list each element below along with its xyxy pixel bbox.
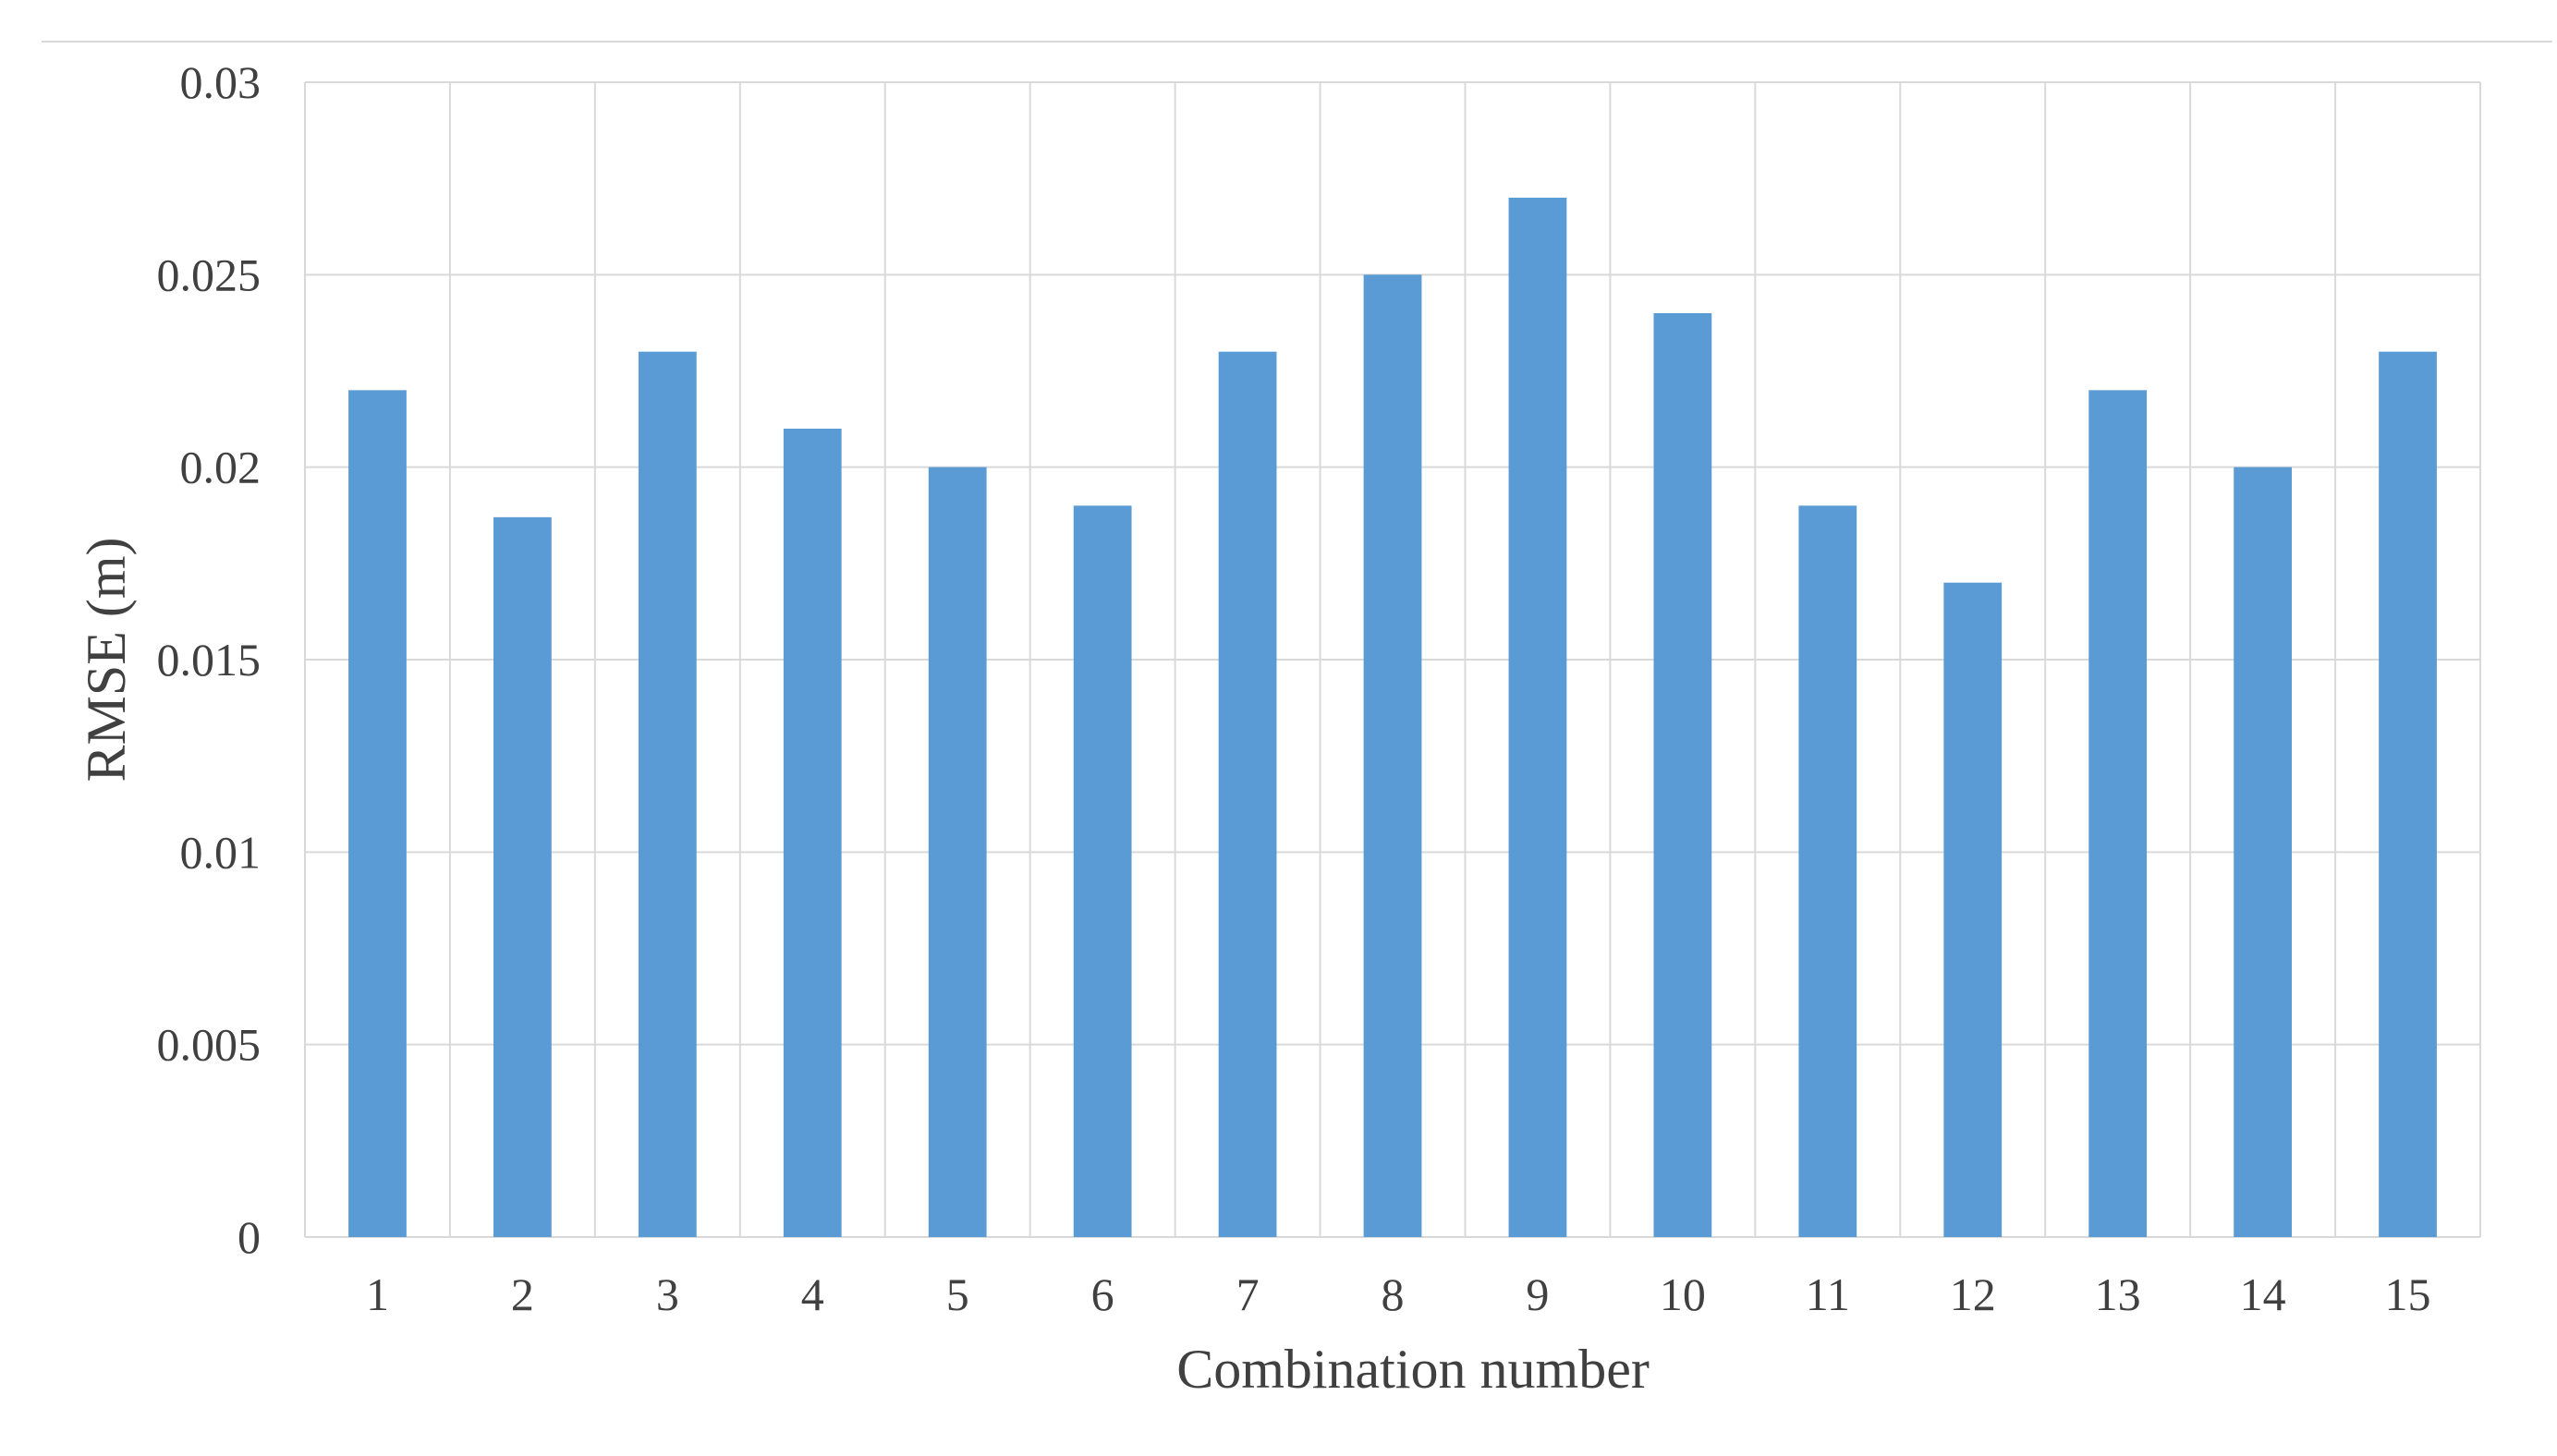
y-tick-label: 0 bbox=[237, 1211, 261, 1263]
y-tick-label: 0.02 bbox=[180, 442, 262, 493]
bar-14 bbox=[2234, 467, 2292, 1238]
x-tick-label: 1 bbox=[366, 1268, 389, 1320]
x-tick-label: 7 bbox=[1236, 1268, 1260, 1320]
bar-5 bbox=[928, 467, 987, 1238]
y-tick-label: 0.01 bbox=[180, 826, 262, 878]
x-tick-label: 11 bbox=[1806, 1268, 1850, 1320]
bar-8 bbox=[1363, 274, 1422, 1237]
y-tick-label: 0.025 bbox=[157, 249, 262, 300]
y-tick-label: 0.03 bbox=[180, 56, 262, 108]
x-tick-label: 6 bbox=[1091, 1268, 1114, 1320]
bar-1 bbox=[348, 390, 407, 1237]
y-tick-label: 0.005 bbox=[157, 1019, 262, 1071]
bar-11 bbox=[1798, 505, 1857, 1237]
x-tick-label: 4 bbox=[801, 1268, 824, 1320]
bar-10 bbox=[1653, 313, 1712, 1237]
bar-2 bbox=[493, 516, 552, 1237]
x-tick-label: 8 bbox=[1382, 1268, 1405, 1320]
x-tick-label: 14 bbox=[2240, 1268, 2286, 1320]
y-tick-label: 0.015 bbox=[157, 634, 262, 686]
x-axis-title: Combination number bbox=[1176, 1339, 1650, 1400]
bar-6 bbox=[1073, 505, 1132, 1237]
x-tick-label: 9 bbox=[1526, 1268, 1549, 1320]
y-axis-tick-labels: 0 0.005 0.01 0.015 0.02 0.025 0.03 bbox=[157, 56, 262, 1263]
bars bbox=[348, 198, 2437, 1238]
bar-3 bbox=[638, 351, 697, 1238]
x-tick-label: 13 bbox=[2095, 1268, 2141, 1320]
bar-13 bbox=[2088, 390, 2148, 1237]
x-tick-label: 3 bbox=[656, 1268, 679, 1320]
x-tick-label: 12 bbox=[1950, 1268, 1996, 1320]
x-tick-label: 15 bbox=[2385, 1268, 2431, 1320]
y-axis-title: RMSE (m) bbox=[76, 537, 137, 782]
bar-7 bbox=[1218, 351, 1277, 1238]
x-tick-label: 5 bbox=[946, 1268, 969, 1320]
x-axis-tick-labels: 1 2 3 4 5 6 7 8 9 10 11 12 13 14 15 bbox=[366, 1268, 2431, 1320]
x-tick-label: 2 bbox=[511, 1268, 534, 1320]
x-tick-label: 10 bbox=[1660, 1268, 1706, 1320]
bar-12 bbox=[1943, 582, 2003, 1237]
bar-15 bbox=[2379, 351, 2437, 1238]
bar-4 bbox=[783, 429, 842, 1237]
bar-9 bbox=[1508, 198, 1567, 1237]
